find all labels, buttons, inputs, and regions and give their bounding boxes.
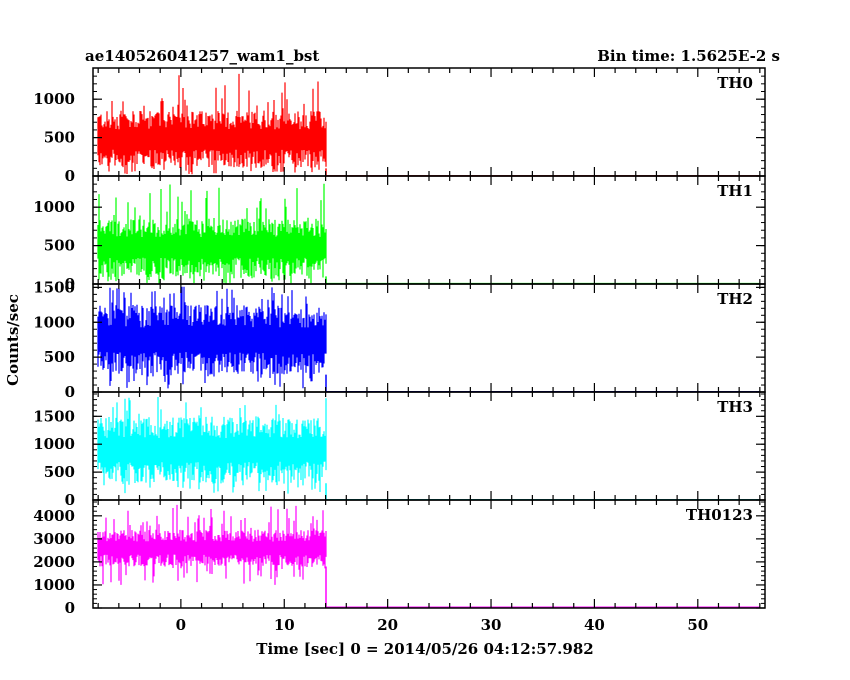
series-th1-burst: [97, 183, 327, 284]
panel-label: TH3: [717, 398, 753, 416]
x-tick-label: 30: [481, 616, 502, 634]
y-tick-label: 1000: [33, 198, 75, 216]
y-tick-label: 0: [65, 275, 75, 293]
panel-label: TH0123: [686, 506, 753, 524]
panel-label: TH2: [717, 290, 753, 308]
y-tick-label: 500: [44, 129, 75, 147]
y-tick-label: 1500: [33, 278, 75, 296]
series-th0-baseline: [325, 168, 760, 177]
x-tick-label: 10: [274, 616, 295, 634]
panel-th2: 0 500 1000 1500 TH2: [33, 278, 766, 401]
y-tick-label: 500: [44, 348, 75, 366]
series-th2-burst: [97, 286, 327, 389]
panel-th0123: 0 1000 2000 3000 4000 TH0123: [33, 499, 766, 617]
y-tick-label: 1000: [33, 313, 75, 331]
series-th2-baseline: [325, 374, 760, 393]
y-tick-label: 1000: [33, 576, 75, 594]
panel-frame: [92, 67, 766, 177]
panel-th1: 0 500 1000 TH1: [33, 175, 766, 293]
x-axis-label: Time [sec] 0 = 2014/05/26 04:12:57.982: [256, 640, 593, 658]
chart-title-right: Bin time: 1.5625E-2 s: [597, 47, 780, 65]
series-th3-baseline: [325, 483, 760, 501]
chart-title-left: ae140526041257_wam1_bst: [85, 47, 319, 65]
x-tick-label: 50: [687, 616, 708, 634]
y-tick-label: 500: [44, 463, 75, 481]
y-tick-label: 4000: [33, 507, 75, 525]
panel-label: TH1: [717, 182, 753, 200]
series-th0-burst: [97, 73, 327, 176]
x-tick-label: 20: [377, 616, 398, 634]
series-th1-baseline: [325, 276, 760, 285]
series-th3-burst: [97, 397, 327, 494]
y-tick-label: 0: [65, 383, 75, 401]
y-tick-label: 1000: [33, 90, 75, 108]
y-tick-label: 1500: [33, 407, 75, 425]
x-tick-label: 0: [176, 616, 186, 634]
panels-group: 05001000TH005001000TH1050010001500TH2050…: [33, 67, 766, 634]
panel-th0: 0 500 1000 TH0: [33, 67, 766, 185]
y-tick-label: 0: [65, 491, 75, 509]
y-tick-label: 0: [65, 599, 75, 617]
y-axis-label: Counts/sec: [4, 294, 22, 386]
y-tick-label: 1000: [33, 435, 75, 453]
y-tick-label: 0: [65, 167, 75, 185]
y-tick-label: 500: [44, 237, 75, 255]
series-th0123-burst: [97, 504, 327, 585]
y-tick-label: 3000: [33, 530, 75, 548]
panel-label: TH0: [717, 74, 753, 92]
panel-th3: 0 500 1000 1500 TH3: [33, 391, 766, 509]
y-tick-label: 2000: [33, 553, 75, 571]
x-tick-label: 40: [584, 616, 605, 634]
series-th0123-baseline: [325, 566, 760, 609]
